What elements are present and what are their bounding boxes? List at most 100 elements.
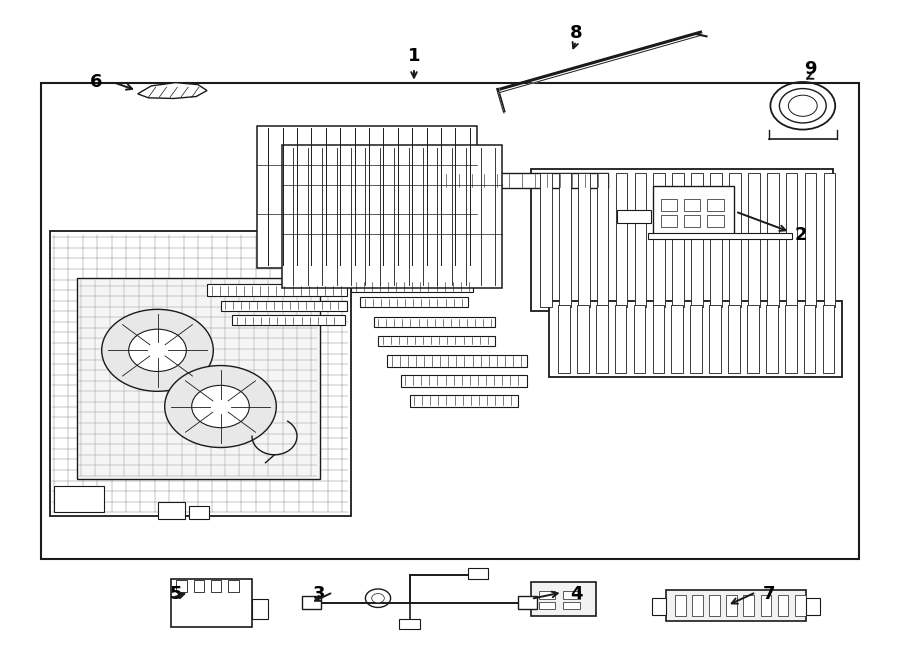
- Bar: [823, 305, 834, 373]
- Bar: [671, 305, 683, 373]
- Bar: [220, 301, 346, 311]
- Bar: [743, 595, 754, 616]
- Bar: [563, 602, 580, 609]
- Bar: [374, 317, 495, 327]
- Bar: [40, 83, 859, 559]
- Bar: [684, 215, 700, 227]
- Bar: [766, 305, 778, 373]
- Bar: [709, 305, 721, 373]
- Bar: [710, 173, 722, 307]
- Bar: [232, 315, 345, 325]
- Bar: [707, 199, 724, 211]
- Bar: [597, 173, 608, 307]
- Bar: [302, 596, 321, 609]
- Bar: [778, 595, 788, 616]
- Bar: [207, 284, 346, 296]
- Bar: [400, 375, 526, 387]
- Bar: [616, 210, 651, 223]
- Bar: [441, 173, 608, 188]
- Bar: [666, 590, 806, 621]
- Polygon shape: [76, 278, 320, 479]
- Bar: [652, 186, 734, 234]
- Bar: [539, 591, 555, 599]
- Bar: [540, 173, 552, 307]
- Bar: [747, 305, 759, 373]
- Bar: [563, 591, 580, 599]
- Bar: [707, 215, 724, 227]
- Bar: [378, 336, 495, 346]
- Bar: [171, 579, 252, 627]
- Bar: [158, 502, 184, 519]
- Bar: [189, 506, 209, 519]
- Bar: [634, 173, 646, 307]
- Bar: [661, 215, 677, 227]
- Text: 8: 8: [570, 24, 582, 42]
- Polygon shape: [50, 231, 351, 516]
- Bar: [387, 355, 526, 367]
- Circle shape: [192, 385, 249, 428]
- Text: 4: 4: [570, 584, 582, 603]
- Bar: [806, 598, 820, 615]
- Text: 1: 1: [408, 47, 420, 65]
- Circle shape: [165, 366, 276, 447]
- Bar: [282, 145, 502, 288]
- Bar: [539, 602, 555, 609]
- Bar: [748, 173, 760, 307]
- Bar: [675, 595, 686, 616]
- Bar: [805, 173, 816, 307]
- Text: 6: 6: [90, 73, 103, 91]
- Bar: [648, 233, 792, 239]
- Bar: [518, 596, 537, 609]
- Bar: [653, 173, 665, 307]
- Bar: [785, 305, 796, 373]
- Bar: [54, 486, 104, 512]
- Bar: [228, 580, 238, 592]
- Bar: [559, 173, 571, 307]
- Bar: [661, 199, 677, 211]
- Bar: [652, 598, 666, 615]
- Bar: [410, 395, 518, 407]
- Text: 7: 7: [763, 584, 776, 603]
- Bar: [558, 305, 570, 373]
- Bar: [672, 173, 684, 307]
- Bar: [795, 595, 806, 616]
- Bar: [360, 297, 468, 307]
- Text: 5: 5: [169, 584, 182, 603]
- Bar: [786, 173, 797, 307]
- Circle shape: [129, 329, 186, 371]
- Bar: [468, 568, 488, 579]
- Bar: [684, 199, 700, 211]
- Bar: [211, 580, 221, 592]
- Circle shape: [102, 309, 213, 391]
- Bar: [616, 173, 627, 307]
- Bar: [549, 301, 842, 377]
- Bar: [726, 595, 737, 616]
- Bar: [824, 173, 835, 307]
- Circle shape: [372, 594, 384, 603]
- Bar: [194, 580, 204, 592]
- Bar: [729, 173, 741, 307]
- Bar: [634, 305, 645, 373]
- Bar: [615, 305, 626, 373]
- Bar: [728, 305, 740, 373]
- Bar: [692, 595, 703, 616]
- Bar: [176, 580, 187, 592]
- Text: 3: 3: [313, 584, 326, 603]
- Polygon shape: [138, 83, 207, 98]
- Bar: [804, 305, 815, 373]
- Bar: [578, 173, 590, 307]
- Bar: [709, 595, 720, 616]
- Bar: [596, 305, 608, 373]
- Bar: [690, 305, 702, 373]
- Bar: [399, 619, 420, 629]
- Bar: [652, 305, 664, 373]
- Bar: [531, 582, 596, 616]
- Bar: [252, 599, 268, 619]
- Text: 2: 2: [795, 225, 807, 244]
- Bar: [256, 126, 477, 268]
- Bar: [767, 173, 778, 307]
- Bar: [351, 280, 472, 292]
- Bar: [760, 595, 771, 616]
- Bar: [577, 305, 589, 373]
- Text: 9: 9: [804, 60, 816, 79]
